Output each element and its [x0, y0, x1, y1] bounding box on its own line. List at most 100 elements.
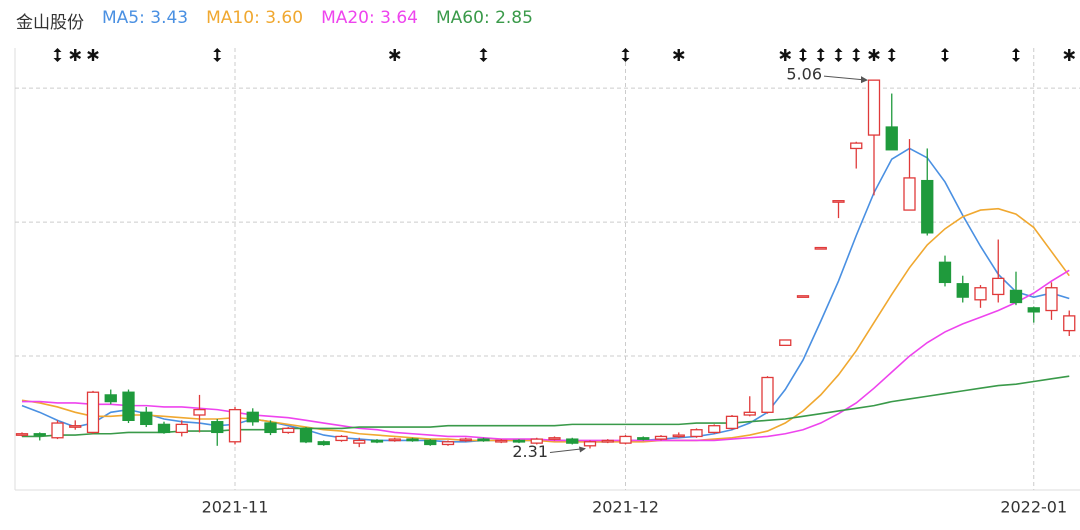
candle-body: [779, 339, 792, 346]
candle-body: [317, 441, 330, 446]
event-marker: [479, 48, 488, 62]
legend-entry: MA602.85: [436, 8, 533, 33]
candle-body: [406, 438, 419, 442]
legend-entry: MA53.43: [102, 8, 188, 33]
event-marker: [69, 49, 82, 61]
candle-body: [548, 437, 561, 440]
candle-body: [193, 408, 206, 416]
candle-body: [1027, 307, 1040, 313]
legend-name: MA60: [436, 8, 495, 28]
candle-body: [282, 427, 295, 434]
candle-body: [140, 411, 153, 426]
candle-body: [619, 435, 632, 444]
x-tick-label: 2021-11: [202, 498, 269, 517]
candle-body: [353, 439, 366, 444]
legend-value: 3.60: [265, 8, 304, 28]
annotation: 2.31: [512, 442, 548, 461]
candle-body: [921, 179, 934, 234]
event-marker-stroke: [868, 50, 880, 60]
candle-body: [424, 439, 437, 446]
event-marker: [87, 49, 99, 61]
candle-body: [211, 421, 224, 434]
candle-body: [175, 423, 188, 434]
candle-body: [725, 415, 739, 430]
candle-body: [530, 438, 543, 444]
event-marker: [1012, 48, 1020, 62]
event-marker: [53, 48, 62, 62]
event-marker-stroke: [672, 50, 685, 60]
candle-body: [903, 177, 916, 211]
legend-value: 3.43: [150, 8, 189, 28]
legend-value: 2.85: [495, 8, 533, 28]
legend: 金山股份 MA53.43 MA103.60 MA203.64 MA602.85: [16, 8, 533, 33]
candle-body: [495, 439, 508, 443]
legend-entry: MA103.60: [206, 8, 303, 33]
candle-body: [86, 391, 100, 434]
candle-body: [832, 200, 845, 203]
annotation: 5.06: [786, 65, 822, 84]
candle-body: [512, 439, 526, 443]
candle-body: [51, 422, 64, 439]
candle-body: [264, 422, 277, 434]
candle-body: [335, 435, 348, 442]
candle-body: [441, 441, 455, 446]
annotation-arrow-head: [579, 446, 586, 453]
candle-body: [477, 438, 490, 442]
event-marker: [779, 49, 792, 61]
legend-entry: MA203.64: [321, 8, 418, 33]
legend-name: MA5: [102, 8, 150, 28]
candle-body: [672, 434, 685, 438]
candle-body: [566, 438, 579, 444]
event-marker-stroke: [388, 50, 401, 60]
ma-line: [22, 269, 1070, 442]
candle-body: [796, 295, 810, 298]
event-marker: [941, 48, 949, 62]
candle-body: [690, 429, 703, 438]
candle-body: [1009, 289, 1023, 304]
candle-body: [459, 438, 472, 442]
candle-body: [299, 427, 313, 443]
candle-body: [761, 376, 774, 413]
event-marker: [213, 48, 222, 62]
event-marker: [868, 49, 880, 61]
event-marker-stroke: [1063, 50, 1076, 60]
candle-body: [708, 425, 721, 434]
candle-body: [867, 79, 881, 136]
event-marker: [1063, 49, 1076, 61]
annotation-arrow: [823, 75, 868, 81]
candle-body: [104, 394, 117, 403]
event-marker: [852, 48, 861, 62]
event-marker-stroke: [779, 50, 792, 60]
event-marker: [816, 48, 825, 62]
candle-body: [885, 126, 898, 151]
legend-name: MA10: [206, 8, 265, 28]
event-marker: [799, 48, 807, 62]
candle-body: [654, 435, 668, 440]
candle-body: [370, 439, 384, 443]
candle-body: [974, 287, 987, 301]
candle-body: [33, 433, 46, 436]
candle-body: [228, 408, 242, 443]
candle-body: [938, 261, 952, 284]
chart-title: 金山股份: [16, 13, 84, 33]
candle-body: [850, 142, 863, 150]
event-marker-stroke: [87, 50, 99, 60]
candle-body: [992, 277, 1005, 296]
legend-name: MA20: [321, 8, 380, 28]
candle-body: [743, 411, 756, 416]
candle-body: [1063, 315, 1076, 332]
candle-body: [956, 283, 969, 298]
event-marker-stroke: [69, 50, 82, 60]
candle-body: [69, 425, 82, 428]
event-marker: [834, 48, 843, 62]
candle-body: [157, 423, 171, 434]
event-marker: [887, 48, 896, 62]
x-tick-label: 2022-01: [1000, 498, 1067, 517]
candle-body: [583, 441, 597, 447]
candle-body: [122, 391, 135, 422]
event-marker: [388, 49, 401, 61]
legend-value: 3.64: [380, 8, 418, 28]
event-marker: [621, 48, 630, 62]
